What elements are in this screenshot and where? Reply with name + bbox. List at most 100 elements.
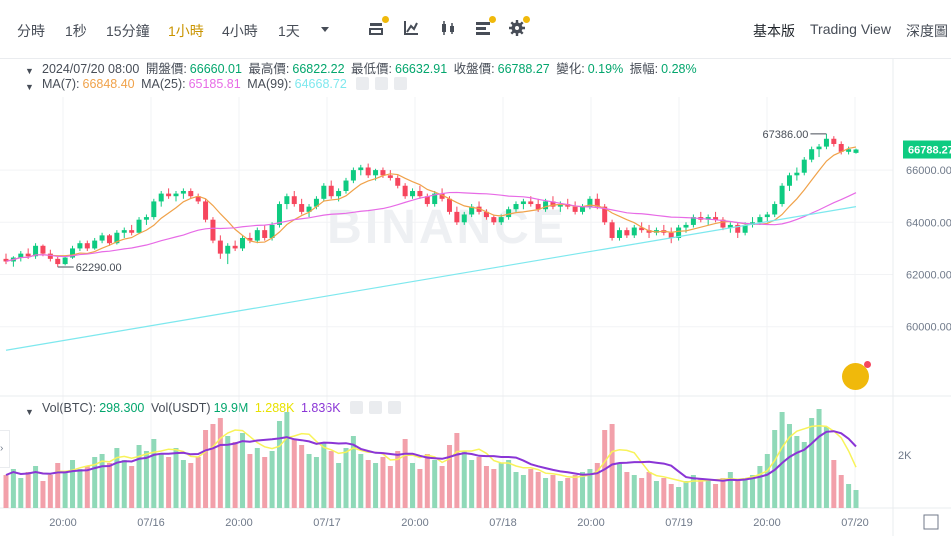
view-tradingview[interactable]: Trading View: [810, 21, 891, 37]
line-chart-icon[interactable]: [403, 20, 419, 36]
candle-body: [114, 232, 120, 244]
candle-body: [143, 217, 149, 220]
collapse-arrow-icon[interactable]: ▼: [25, 82, 34, 92]
eye-icon[interactable]: [350, 401, 364, 414]
collapse-arrow-icon[interactable]: ▼: [25, 66, 34, 76]
interval-tab-active[interactable]: 1小時: [168, 23, 204, 39]
collapse-arrow-icon[interactable]: ▼: [25, 407, 34, 417]
candle-body: [720, 219, 726, 228]
gear-icon[interactable]: [509, 16, 530, 36]
volume-bar: [609, 424, 615, 508]
volume-bar: [461, 451, 467, 508]
settings-list-icon[interactable]: [475, 16, 496, 36]
candle-body: [225, 245, 231, 254]
volume-bar: [772, 430, 778, 508]
candle-body: [373, 170, 379, 176]
volume-bar: [55, 463, 61, 508]
interval-tab[interactable]: 1秒: [65, 23, 87, 39]
candle-body: [424, 196, 430, 205]
time-tick-label: 20:00: [401, 517, 429, 529]
interval-tab[interactable]: 分時: [17, 23, 45, 39]
eye-icon[interactable]: [356, 77, 370, 90]
candle-body: [151, 201, 157, 218]
volume-bar: [210, 424, 216, 508]
candle-body: [846, 149, 852, 152]
chat-fab-button[interactable]: [842, 361, 871, 390]
candle-body: [336, 190, 342, 197]
close-icon[interactable]: [394, 77, 408, 90]
candle-body: [106, 235, 112, 244]
volume-bar: [269, 451, 275, 508]
chevron-down-icon[interactable]: [318, 22, 334, 38]
candle-body: [129, 230, 135, 233]
candle-icon[interactable]: [440, 20, 456, 36]
amp-value: 0.28%: [661, 62, 697, 76]
change-label: 變化:: [556, 62, 585, 76]
volume-bar: [387, 466, 393, 508]
interval-tab[interactable]: 4小時: [222, 23, 258, 39]
settings-icon[interactable]: [369, 401, 383, 414]
ma7-line: [5, 146, 857, 263]
candle-body: [550, 201, 556, 207]
volume-bar: [439, 466, 445, 508]
watermark: BINANCE: [327, 201, 567, 254]
volume-bar: [106, 463, 112, 508]
candle-body: [491, 217, 497, 223]
volume-bar: [572, 475, 578, 508]
volume-bar: [823, 427, 829, 508]
price-tick-label: 60000.00: [906, 322, 951, 334]
candle-body: [772, 204, 778, 215]
volume-bar: [543, 478, 549, 508]
time-tick-label: 20:00: [753, 517, 781, 529]
volume-bar: [676, 487, 682, 508]
volume-bar: [631, 475, 637, 508]
candle-body: [276, 204, 282, 225]
volume-bar: [77, 469, 83, 508]
candle-body: [757, 217, 763, 223]
candle-body: [77, 243, 83, 249]
candle-body: [461, 214, 467, 223]
candle-body: [306, 206, 312, 212]
expand-panel-toggle[interactable]: ›: [0, 430, 10, 468]
view-basic[interactable]: 基本版: [753, 23, 795, 39]
view-depth[interactable]: 深度圖: [906, 23, 948, 39]
indicator-icon[interactable]: [368, 16, 389, 36]
volume-bar: [92, 457, 98, 508]
candle-body: [809, 149, 815, 160]
ohlc-date: 2024/07/20 08:00: [42, 62, 140, 76]
volume-bar: [10, 469, 16, 508]
ma99-line: [5, 206, 857, 351]
volume-bar: [424, 454, 430, 508]
candle-body: [40, 245, 46, 254]
candle-body: [498, 217, 504, 223]
volume-bar: [513, 472, 519, 508]
ma25-line: [5, 191, 857, 263]
candle-body: [543, 201, 549, 210]
settings-icon[interactable]: [375, 77, 389, 90]
volume-bar: [195, 457, 201, 508]
volume-bar: [395, 451, 401, 508]
candle-body: [173, 193, 179, 197]
candle-body: [158, 193, 164, 202]
volume-bar: [217, 418, 223, 508]
close-icon[interactable]: [388, 401, 402, 414]
candle-body: [84, 243, 90, 249]
candle-body: [33, 245, 39, 257]
time-tick-label: 07/19: [665, 517, 693, 529]
vol-ma2-value: 1.836K: [300, 401, 341, 415]
volume-bar: [203, 430, 209, 508]
volume-bar: [520, 475, 526, 508]
close-value: 66788.27: [497, 62, 550, 76]
volume-bar: [661, 478, 667, 508]
volume-bar: [291, 439, 297, 508]
volume-bar: [18, 478, 24, 508]
candle-body: [528, 201, 534, 205]
candle-body: [646, 230, 652, 233]
volume-bar: [262, 457, 268, 508]
interval-tab[interactable]: 15分鐘: [106, 23, 150, 39]
interval-tab[interactable]: 1天: [278, 23, 300, 39]
volume-bar: [173, 448, 179, 508]
candle-body: [690, 217, 696, 225]
candle-body: [195, 196, 201, 202]
volume-bar: [306, 454, 312, 508]
